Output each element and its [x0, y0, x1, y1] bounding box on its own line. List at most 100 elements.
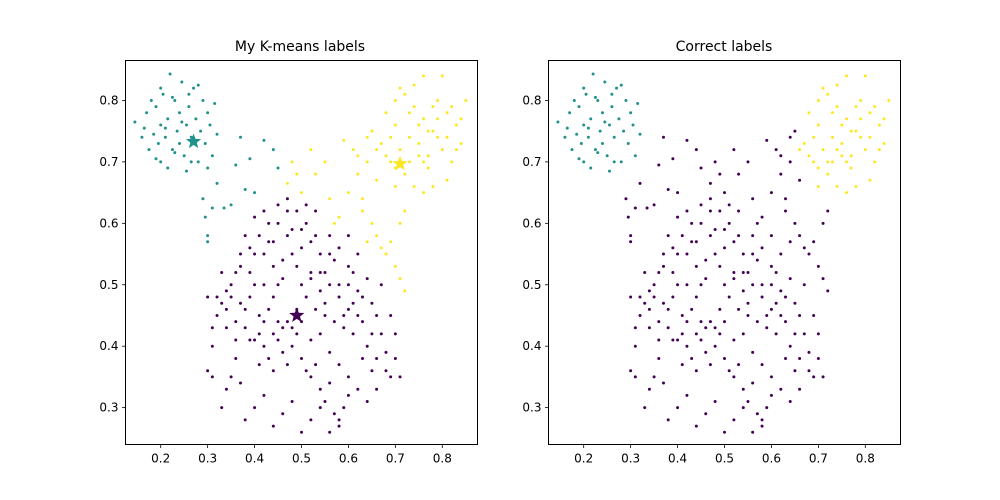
data-point — [666, 234, 670, 238]
data-point — [156, 141, 160, 145]
data-point — [793, 129, 797, 133]
data-point — [751, 430, 755, 434]
data-point — [304, 221, 308, 225]
data-point — [215, 181, 219, 185]
data-point — [685, 252, 689, 256]
x-tick-label: 0.7 — [809, 452, 828, 466]
data-point — [257, 313, 261, 317]
data-point — [798, 356, 802, 360]
data-point — [690, 221, 694, 225]
data-point — [617, 117, 621, 121]
data-point — [206, 369, 210, 373]
data-point — [154, 157, 158, 161]
data-point — [318, 270, 322, 274]
data-point — [398, 277, 402, 281]
data-point — [666, 188, 670, 192]
data-point — [746, 270, 750, 274]
data-point — [859, 98, 863, 102]
data-point — [600, 111, 604, 115]
data-point — [704, 326, 708, 330]
data-point — [271, 295, 275, 299]
data-point — [723, 356, 726, 360]
data-point — [393, 98, 397, 102]
data-point — [375, 178, 379, 182]
data-point — [229, 203, 233, 207]
data-point — [755, 412, 759, 416]
data-point — [816, 332, 820, 336]
data-point — [643, 301, 647, 305]
data-point — [238, 252, 242, 256]
data-point — [253, 338, 257, 342]
data-point — [403, 209, 407, 213]
x-tick-label: 0.7 — [386, 452, 405, 466]
data-point — [849, 154, 853, 158]
data-point — [356, 387, 360, 391]
data-point — [718, 209, 722, 213]
data-point — [276, 320, 280, 324]
data-point — [699, 203, 703, 207]
data-point — [737, 363, 741, 367]
data-point — [589, 166, 593, 170]
data-point — [314, 234, 318, 238]
y-tick-label: 0.7 — [522, 155, 541, 169]
data-point — [793, 221, 797, 225]
data-point — [370, 332, 374, 336]
data-point — [290, 399, 294, 403]
data-point — [816, 98, 820, 102]
data-point — [281, 326, 285, 330]
data-point — [619, 160, 623, 164]
data-point — [741, 332, 745, 336]
data-point — [840, 154, 844, 158]
y-axis-ticks: 0.3 0.4 0.5 0.6 0.7 0.8 — [99, 93, 126, 415]
data-point — [765, 406, 769, 410]
data-point — [346, 393, 350, 397]
data-point — [417, 123, 421, 127]
data-point — [285, 209, 289, 213]
x-tick-label: 0.5 — [292, 452, 311, 466]
data-point — [440, 74, 444, 78]
data-point — [361, 197, 365, 201]
data-point — [276, 203, 280, 207]
data-point — [584, 92, 588, 96]
data-point — [582, 160, 586, 164]
data-point — [593, 148, 597, 152]
data-point — [398, 86, 402, 90]
data-point — [431, 184, 435, 188]
data-point — [699, 166, 703, 170]
data-point — [159, 86, 163, 90]
data-point — [168, 72, 172, 76]
data-point — [180, 80, 184, 84]
data-point — [685, 320, 689, 324]
data-point — [638, 132, 642, 136]
data-point — [760, 424, 764, 428]
data-point — [624, 197, 628, 201]
data-point — [626, 141, 630, 145]
data-point — [830, 135, 834, 139]
data-point — [636, 102, 640, 106]
data-point — [746, 399, 750, 403]
data-point — [582, 86, 586, 90]
data-point — [612, 135, 616, 139]
data-point — [718, 332, 722, 336]
data-point — [426, 166, 430, 170]
data-point — [845, 74, 849, 78]
data-point — [708, 181, 712, 185]
data-point — [596, 98, 600, 102]
data-point — [816, 166, 820, 170]
data-point — [882, 141, 886, 145]
data-point — [798, 148, 802, 152]
data-point — [713, 160, 717, 164]
data-point — [690, 240, 694, 244]
y-tick-label: 0.6 — [522, 216, 541, 230]
data-point — [314, 307, 318, 311]
data-point — [661, 381, 665, 385]
data-point — [769, 375, 773, 379]
data-point — [285, 181, 289, 185]
data-point — [737, 307, 741, 311]
data-point — [676, 406, 680, 410]
data-point — [253, 215, 257, 219]
data-point — [140, 135, 144, 139]
data-point — [210, 375, 214, 379]
data-point — [440, 148, 444, 152]
data-point — [309, 375, 313, 379]
